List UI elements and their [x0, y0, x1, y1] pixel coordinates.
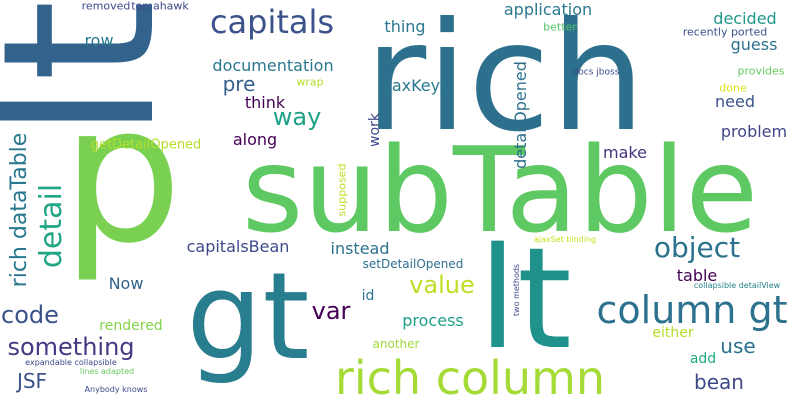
word: subTable [241, 121, 759, 259]
word: decided [713, 9, 777, 28]
word: lines adapted [79, 367, 135, 376]
word: pre [222, 72, 256, 96]
word: bean [694, 370, 744, 394]
word: code [1, 301, 59, 329]
word: var [311, 297, 351, 325]
word: column gt [596, 288, 788, 332]
word: documentation [212, 56, 334, 75]
word: supposed [335, 163, 349, 217]
word: recently ported [682, 25, 768, 39]
word: done [719, 81, 747, 95]
word: Anybody knows [84, 385, 148, 394]
word: guess [730, 35, 778, 54]
word: rendered [99, 318, 163, 334]
word: process [402, 311, 464, 330]
word: gt [186, 248, 310, 387]
word: JSF [16, 369, 48, 393]
word: lt [478, 218, 572, 381]
word: removed [81, 0, 131, 13]
word: need [715, 92, 755, 111]
word: along [232, 130, 278, 149]
word: rich column [334, 351, 606, 400]
word: make [603, 143, 647, 162]
word: two methods [512, 263, 521, 317]
word: provides [737, 64, 785, 78]
word: p [61, 64, 183, 285]
word: application [503, 0, 593, 19]
word: tomahawk [131, 0, 189, 13]
word: capitals [209, 3, 335, 41]
word: detailOpened [511, 61, 530, 169]
word: add [689, 351, 717, 367]
word: setDetailOpened [362, 257, 464, 271]
word: Now [108, 274, 144, 293]
word: expandable collapsible [25, 358, 117, 367]
word: table [676, 266, 718, 285]
word: thing [384, 17, 426, 36]
word: detail [34, 183, 69, 269]
word: ajaxSet binding [533, 235, 597, 244]
word: better [543, 20, 577, 34]
word: think [244, 93, 286, 112]
word: something [7, 333, 135, 361]
word: work [367, 113, 383, 147]
word: capitalsBean [186, 237, 290, 256]
word: row [84, 31, 114, 50]
word: way [272, 103, 322, 131]
word: wrap [296, 75, 324, 89]
word: id [361, 288, 375, 304]
word: docs jboss [572, 67, 620, 78]
word: problem [720, 122, 788, 141]
word: rich dataTable [7, 132, 32, 288]
word: ajaxKeys [377, 76, 449, 95]
word: use [720, 334, 756, 358]
word: instead [330, 239, 390, 258]
word: getDetailOpened [90, 137, 202, 153]
word: value [409, 271, 475, 299]
word: rich [364, 0, 646, 165]
word: another [372, 337, 420, 351]
word: collapsible detailView [693, 281, 781, 290]
word: either [652, 325, 694, 341]
word: object [653, 231, 741, 264]
